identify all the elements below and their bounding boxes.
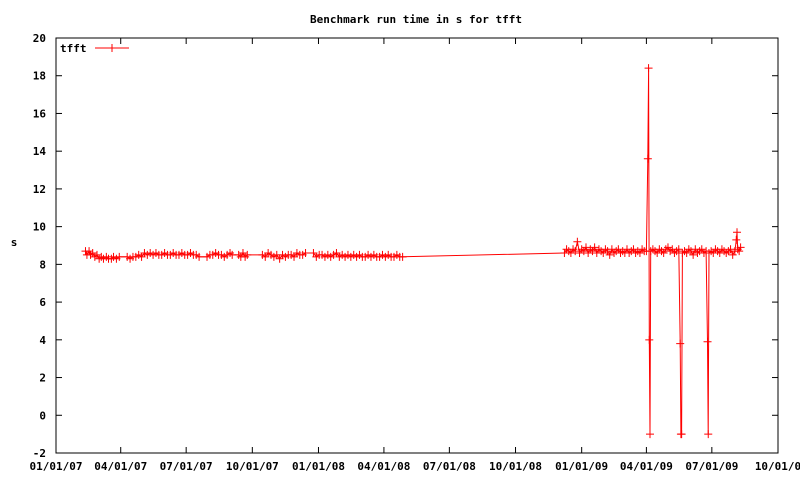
data-point <box>577 245 586 254</box>
data-point <box>735 247 744 256</box>
data-point <box>575 249 584 258</box>
data-point <box>226 249 235 258</box>
data-point <box>581 243 590 252</box>
data-point <box>670 249 679 258</box>
data-point <box>605 250 614 259</box>
data-point <box>643 154 652 163</box>
data-point <box>676 339 685 348</box>
data-point <box>732 235 741 244</box>
y-tick-label: 4 <box>39 334 46 347</box>
legend-plus <box>108 44 116 52</box>
y-tick-label: 20 <box>33 32 46 45</box>
data-point <box>704 430 713 439</box>
y-tick-label: 14 <box>33 145 47 158</box>
data-point <box>234 250 243 259</box>
data-point <box>603 247 612 256</box>
data-point <box>590 243 599 252</box>
legend-label-tfft: tfft <box>60 42 87 55</box>
plot-frame <box>55 37 779 454</box>
data-point <box>722 249 731 258</box>
data-point <box>579 247 588 256</box>
data-point <box>672 247 681 256</box>
y-tick-label: 6 <box>39 296 46 309</box>
data-point <box>657 247 666 256</box>
data-point <box>88 249 97 258</box>
data-point <box>689 250 698 259</box>
data-point <box>584 249 593 258</box>
data-point <box>238 249 247 258</box>
data-point <box>398 252 407 261</box>
data-point <box>571 247 580 256</box>
x-tick-label: 04/01/08 <box>357 460 410 473</box>
y-tick-label: 18 <box>33 70 46 83</box>
y-tick-label: -2 <box>33 447 46 460</box>
data-point <box>717 245 726 254</box>
data-point <box>92 250 101 259</box>
data-point <box>733 228 742 237</box>
legend-marker-tfft <box>108 44 116 52</box>
x-tick-label: 10/01/0 <box>755 460 800 473</box>
data-point <box>677 430 686 439</box>
data-point <box>569 245 578 254</box>
x-tick-label: 07/01/07 <box>160 460 213 473</box>
data-point <box>586 245 595 254</box>
data-point <box>728 250 737 259</box>
data-point <box>573 237 582 246</box>
data-point <box>674 245 683 254</box>
data-point <box>697 245 706 254</box>
x-tick-label: 04/01/09 <box>620 460 673 473</box>
data-point <box>703 337 712 346</box>
data-point <box>115 252 124 261</box>
y-tick-label: 12 <box>33 183 46 196</box>
data-point <box>102 252 111 261</box>
data-point <box>618 247 627 256</box>
series-tfft <box>81 64 745 439</box>
x-tick-label: 07/01/09 <box>685 460 738 473</box>
data-point <box>195 252 204 261</box>
data-point <box>686 247 695 256</box>
x-tick-label: 10/01/08 <box>489 460 542 473</box>
y-tick-label: 10 <box>33 221 46 234</box>
y-axis: -2 0 2 4 6 8 10 12 14 16 18 20 <box>33 32 778 460</box>
chart-title: Benchmark run time in s for tfft <box>310 13 522 26</box>
x-axis: 01/01/07 04/01/07 07/01/07 10/01/07 01/01/08… <box>30 38 800 473</box>
data-point <box>301 249 310 258</box>
x-tick-label: 04/01/07 <box>94 460 147 473</box>
data-point <box>682 249 691 258</box>
data-point <box>659 249 668 258</box>
data-point <box>85 247 94 256</box>
y-tick-label: 16 <box>33 107 47 120</box>
x-tick-label: 07/01/08 <box>423 460 476 473</box>
data-point <box>243 250 252 259</box>
data-point <box>588 247 597 256</box>
data-point <box>645 430 654 439</box>
x-tick-label: 10/01/07 <box>226 460 279 473</box>
y-axis-label: s <box>11 236 18 249</box>
data-point <box>566 249 575 258</box>
y-tick-label: 2 <box>39 372 46 385</box>
data-point <box>663 243 672 252</box>
data-point <box>241 252 250 261</box>
y-tick-label: 8 <box>39 258 46 271</box>
data-point <box>599 249 608 258</box>
data-point <box>726 245 735 254</box>
data-point <box>629 245 638 254</box>
x-tick-label: 01/01/08 <box>292 460 345 473</box>
data-point <box>635 249 644 258</box>
data-point <box>638 245 647 254</box>
data-point <box>644 64 653 73</box>
data-point <box>645 335 654 344</box>
x-tick-label: 01/01/07 <box>30 460 83 473</box>
y-tick-label: 0 <box>39 409 46 422</box>
legend: tfft <box>60 42 129 55</box>
data-point <box>736 243 745 252</box>
x-tick-label: 01/01/09 <box>555 460 608 473</box>
data-point <box>614 245 623 254</box>
